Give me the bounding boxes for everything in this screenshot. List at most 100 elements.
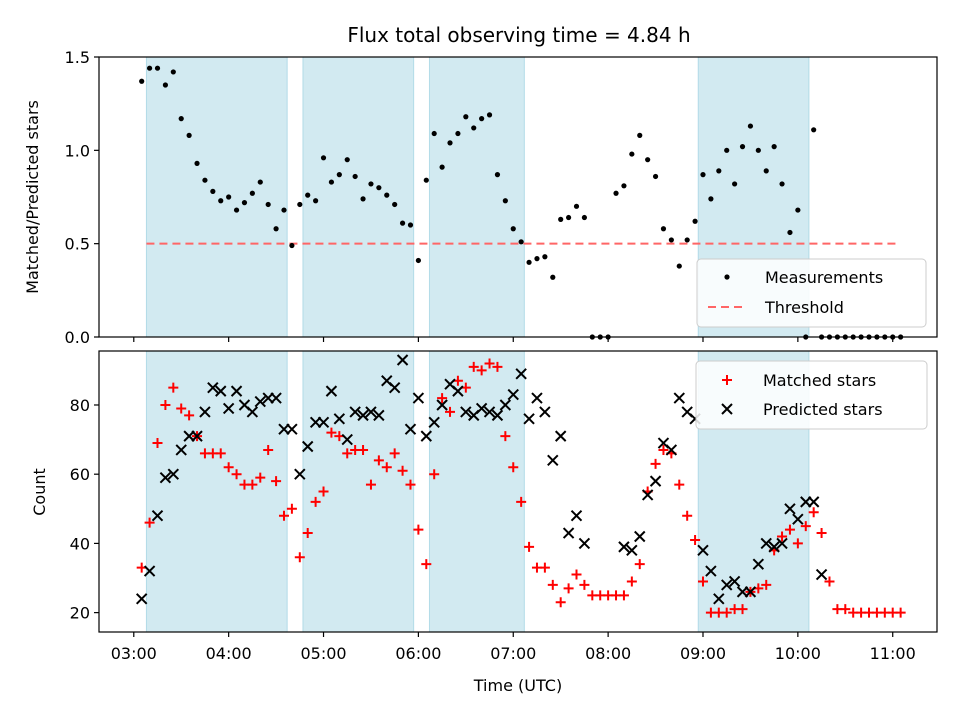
data-point: [815, 568, 828, 581]
data-point: [357, 409, 369, 422]
data-point: [186, 132, 192, 138]
data-point: [254, 395, 266, 408]
data-point: [154, 65, 161, 71]
data-point: [771, 144, 777, 150]
data-point: [784, 524, 795, 535]
top-shaded-interval-2: [302, 56, 415, 338]
data-point: [384, 192, 390, 198]
data-point: [476, 365, 487, 376]
data-point: [792, 538, 803, 549]
data-point: [447, 140, 453, 146]
data-point: [278, 510, 289, 521]
data-point: [550, 274, 556, 280]
data-point: [170, 69, 176, 75]
data-point: [682, 510, 693, 521]
data-point: [483, 406, 496, 418]
data-point: [437, 393, 448, 404]
x-tick-label: 03:00: [111, 644, 157, 663]
data-point: [273, 226, 279, 232]
data-point: [421, 559, 432, 570]
data-point: [752, 558, 765, 570]
data-point: [135, 593, 148, 605]
top-legend-box: [696, 258, 927, 328]
data-point: [629, 151, 635, 157]
data-point: [502, 198, 508, 204]
data-point: [542, 254, 548, 260]
data-point: [233, 207, 240, 213]
data-point: [247, 479, 258, 490]
data-point: [792, 513, 804, 525]
data-point: [739, 144, 746, 150]
data-point: [365, 479, 376, 490]
bottom-shaded-interval-3: [428, 350, 525, 633]
data-point: [241, 200, 248, 206]
data-point: [194, 160, 200, 166]
data-point: [415, 257, 421, 264]
data-point: [428, 416, 440, 428]
bottom-axes-frame: [98, 350, 938, 633]
data-point: [358, 444, 369, 455]
data-point: [515, 368, 527, 380]
data-point: [531, 392, 543, 404]
data-point: [429, 469, 440, 480]
bottom-shaded-interval-1: [145, 350, 288, 633]
top-y-tick-label: 0.5: [65, 235, 90, 254]
bottom-legend-box: [695, 360, 928, 430]
bottom-legend-marker-matched: [722, 375, 732, 385]
data-point: [452, 385, 464, 397]
bottom-legend-marker-predicted: [721, 403, 733, 415]
data-point: [665, 444, 678, 456]
bottom-y-tick-label: 40: [70, 534, 90, 553]
top-series-1: [139, 65, 904, 340]
top-axes-frame: [98, 56, 938, 338]
top-y-tick-label: 1.0: [65, 141, 90, 160]
data-point: [313, 198, 319, 204]
data-point: [223, 462, 234, 473]
data-point: [563, 583, 574, 594]
x-axis-label: Time (UTC): [473, 676, 562, 695]
data-point: [492, 361, 503, 372]
data-point: [336, 172, 342, 178]
data-point: [539, 406, 551, 418]
data-point: [328, 179, 335, 185]
data-point: [523, 413, 535, 425]
data-point: [626, 576, 637, 587]
top-legend: Measurements Threshold: [696, 258, 927, 328]
data-point: [389, 448, 400, 459]
data-point: [202, 177, 208, 183]
data-point: [420, 430, 433, 442]
top-legend-label-threshold: Threshold: [764, 298, 844, 317]
data-point: [618, 541, 630, 553]
data-point: [381, 462, 392, 473]
data-point: [645, 157, 651, 163]
data-point: [558, 216, 564, 222]
data-point: [396, 354, 409, 366]
data-point: [547, 454, 559, 467]
data-point: [641, 489, 654, 501]
data-point: [807, 496, 820, 508]
data-point: [690, 534, 701, 545]
data-point: [175, 444, 187, 456]
data-point: [626, 544, 638, 557]
data-point: [341, 433, 353, 446]
top-y-axis-label: Matched/Predicted stars: [23, 100, 42, 294]
data-point: [342, 448, 353, 459]
data-point: [257, 179, 263, 185]
data-point: [297, 201, 303, 208]
data-point: [463, 114, 469, 120]
data-point: [305, 192, 311, 198]
x-tick-label: 10:00: [775, 644, 821, 663]
plot-layer: 0.0 0.5 1.0 1.5 20 40 60 80 03:00 04:00 05:00 06:00…: [65, 48, 938, 663]
data-point: [697, 576, 708, 587]
data-point: [399, 220, 406, 226]
x-tick-label: 07:00: [490, 644, 536, 663]
bottom-y-tick-label: 80: [70, 396, 90, 415]
data-point: [215, 448, 226, 459]
data-point: [368, 181, 374, 187]
data-point: [286, 423, 298, 435]
data-point: [491, 409, 504, 422]
bottom-series-2: [135, 354, 828, 605]
data-point: [795, 207, 801, 213]
top-y-tick-label: 0.0: [65, 328, 90, 347]
